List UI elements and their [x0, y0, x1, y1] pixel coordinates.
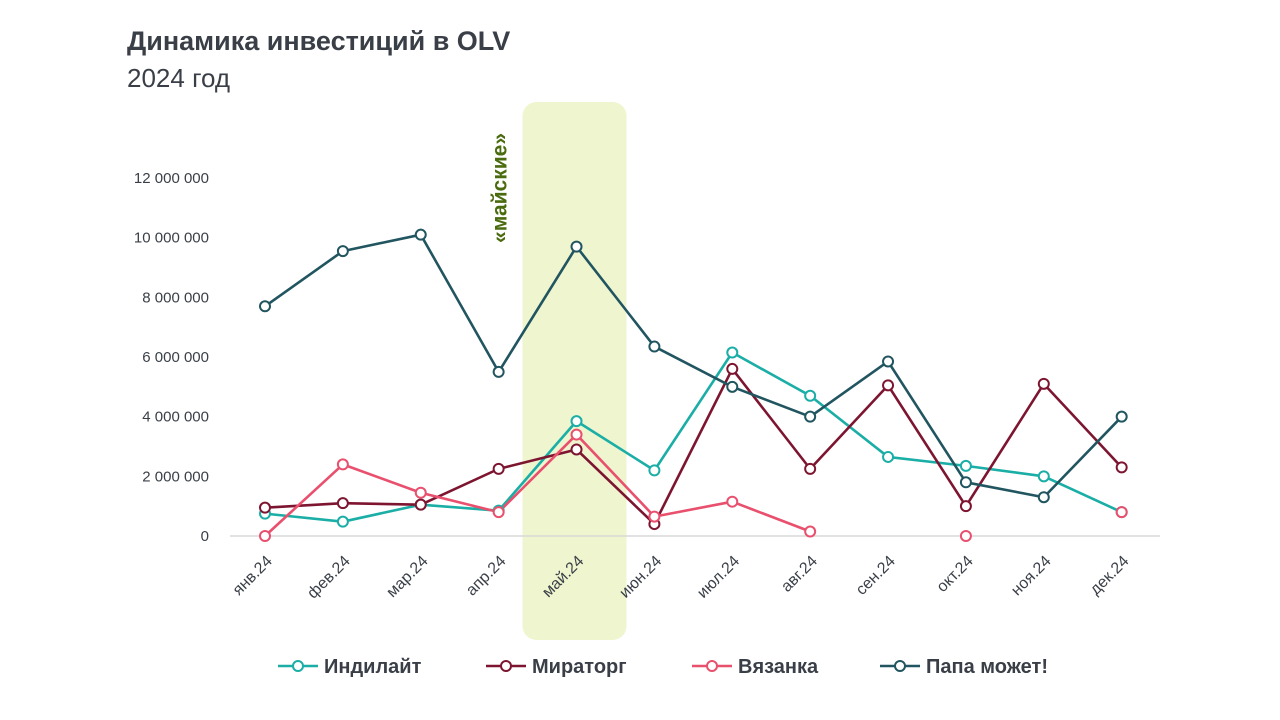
chart-title: Динамика инвестиций в OLV	[127, 26, 511, 56]
data-point	[336, 515, 349, 528]
series-line	[264, 351, 1123, 523]
data-point	[492, 462, 505, 475]
data-point	[1037, 377, 1050, 390]
series-line	[264, 233, 1123, 499]
legend-swatch-marker	[894, 660, 906, 672]
x-tick-label: дек.24	[1087, 553, 1133, 599]
data-point	[882, 355, 895, 368]
x-tick-label: июл.24	[694, 553, 743, 602]
data-point	[414, 486, 427, 499]
data-point	[1037, 470, 1050, 483]
data-point	[570, 240, 583, 253]
data-point	[648, 340, 661, 353]
data-point	[804, 410, 817, 423]
data-point	[882, 450, 895, 463]
data-point	[1037, 491, 1050, 504]
data-point	[570, 443, 583, 456]
y-tick-label: 8 000 000	[142, 289, 209, 306]
legend-swatch-marker	[292, 660, 304, 672]
y-tick-label: 12 000 000	[134, 170, 209, 187]
data-point	[259, 530, 271, 542]
data-point	[570, 415, 583, 428]
data-point	[726, 362, 739, 375]
data-point	[336, 497, 349, 510]
data-point	[959, 500, 972, 513]
legend-label: Индилайт	[324, 656, 422, 678]
x-tick-label: фев.24	[304, 553, 353, 602]
legend-swatch-marker	[706, 660, 718, 672]
x-tick-label: ноя.24	[1008, 553, 1054, 599]
y-tick-label: 10 000 000	[134, 230, 209, 247]
data-point	[492, 506, 505, 519]
chart-subtitle: 2024 год	[127, 63, 231, 93]
data-point	[492, 365, 505, 378]
data-point	[414, 228, 427, 241]
data-point	[959, 476, 972, 489]
legend-swatch-marker	[500, 660, 512, 672]
data-point	[648, 464, 661, 477]
highlight-label: «майские»	[489, 133, 512, 243]
legend-label: Вязанка	[738, 656, 819, 678]
y-tick-label: 0	[201, 528, 209, 545]
data-point	[414, 498, 427, 511]
data-point	[726, 380, 739, 393]
series-line	[264, 367, 1123, 526]
data-point	[1115, 461, 1128, 474]
y-tick-label: 6 000 000	[142, 349, 209, 366]
y-tick-label: 4 000 000	[142, 409, 209, 426]
data-point	[726, 346, 739, 359]
x-tick-label: апр.24	[463, 553, 510, 600]
data-point	[259, 300, 271, 313]
data-point	[259, 501, 271, 514]
y-tick-label: 2 000 000	[142, 468, 209, 485]
x-tick-label: окт.24	[934, 553, 977, 596]
data-point	[336, 458, 349, 471]
data-point	[648, 510, 661, 523]
data-point	[959, 530, 972, 542]
data-point	[959, 459, 972, 472]
series-line	[264, 433, 811, 537]
data-point	[336, 245, 349, 258]
x-tick-label: сен.24	[853, 553, 899, 599]
highlight-band	[522, 102, 627, 640]
x-tick-label: авг.24	[778, 553, 821, 596]
legend-label: Папа может!	[926, 656, 1048, 678]
data-point	[804, 462, 817, 475]
x-tick-label: янв.24	[230, 553, 276, 599]
data-point	[804, 525, 817, 538]
data-point	[1115, 506, 1128, 519]
x-tick-label: мар.24	[383, 553, 431, 601]
data-point	[882, 379, 895, 392]
data-point	[1115, 410, 1128, 423]
data-point	[570, 428, 583, 441]
legend-label: Мираторг	[532, 656, 627, 678]
data-point	[726, 495, 739, 508]
data-point	[804, 389, 817, 402]
